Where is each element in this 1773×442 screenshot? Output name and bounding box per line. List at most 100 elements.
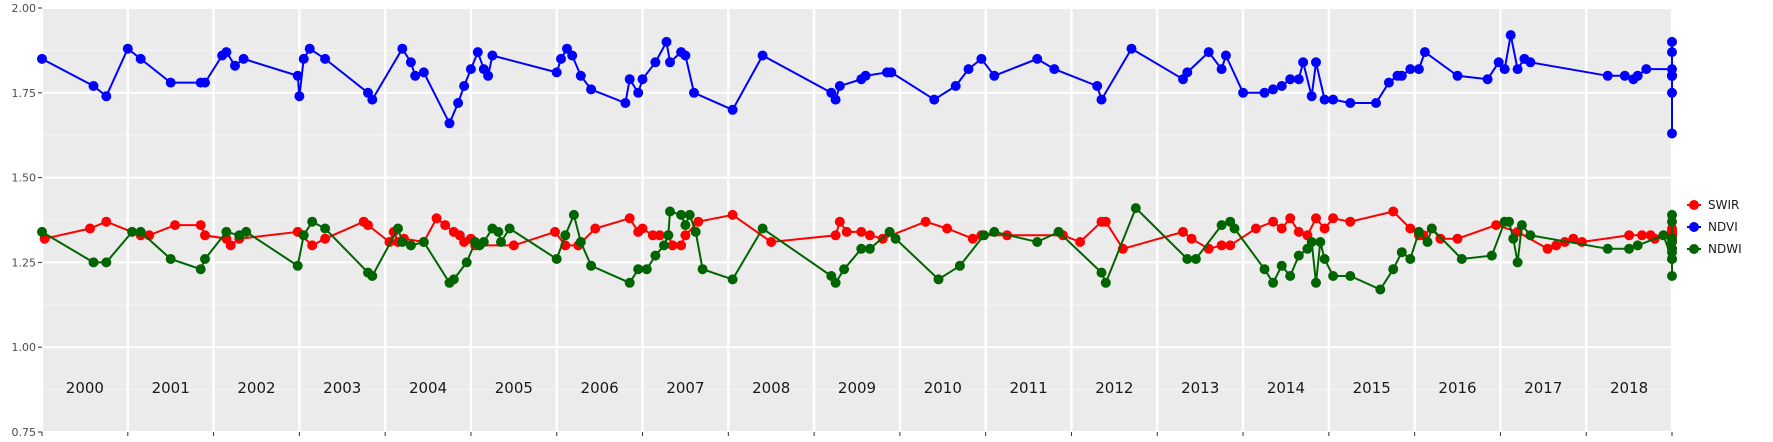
data-point-ndwi: [1130, 203, 1141, 214]
data-point-ndvi: [304, 43, 315, 54]
data-point-ndwi: [478, 237, 489, 247]
data-point-swir: [225, 240, 236, 251]
data-point-ndwi: [663, 230, 674, 241]
data-point-ndvi: [487, 50, 498, 61]
data-point-ndvi: [122, 43, 133, 54]
data-point-ndwi: [575, 237, 586, 247]
data-point-ndvi: [483, 70, 494, 81]
data-point-ndwi: [864, 243, 875, 254]
data-point-ndvi: [1419, 47, 1430, 58]
data-point-ndwi: [1229, 223, 1240, 234]
data-point-swir: [1268, 216, 1279, 227]
data-point-ndwi: [1667, 254, 1677, 264]
data-point-ndwi: [1405, 254, 1416, 264]
year-label: 2015: [1353, 379, 1391, 397]
legend: SWIR NDVI NDWI: [1687, 198, 1742, 256]
year-label: 2002: [237, 379, 275, 397]
data-point-ndvi: [37, 53, 47, 64]
data-point-ndwi: [37, 226, 47, 237]
data-point-ndvi: [650, 57, 661, 68]
data-point-ndwi: [1293, 250, 1304, 261]
data-point-ndvi: [238, 53, 249, 64]
data-point-ndwi: [461, 257, 472, 268]
y-tick-label: 0.75: [12, 426, 37, 439]
data-point-ndvi: [298, 53, 309, 64]
data-point-ndvi: [472, 47, 483, 58]
data-point-swir: [654, 230, 665, 241]
data-point-swir: [1542, 243, 1553, 254]
data-point-ndvi: [624, 74, 635, 85]
data-point-ndwi: [989, 226, 1000, 237]
data-point-ndwi: [1624, 243, 1635, 254]
data-point-ndwi: [757, 223, 768, 234]
data-point-ndwi: [1276, 260, 1287, 271]
data-point-ndwi: [1259, 264, 1270, 275]
data-point-ndwi: [665, 206, 675, 217]
data-point-ndvi: [1667, 47, 1677, 58]
y-tick-label: 1.75: [12, 87, 37, 100]
year-label: 2018: [1610, 379, 1648, 397]
data-point-swir: [1250, 223, 1261, 234]
data-point-ndvi: [1499, 64, 1510, 75]
data-point-swir: [320, 233, 331, 244]
data-point-swir: [864, 230, 875, 241]
data-point-ndwi: [551, 254, 562, 264]
year-label: 2010: [924, 379, 962, 397]
data-point-ndwi: [418, 237, 429, 247]
data-point-ndvi: [830, 94, 841, 105]
data-point-swir: [920, 216, 931, 227]
data-point-swir: [170, 220, 180, 231]
data-point-ndvi: [586, 84, 597, 95]
data-point-swir: [85, 223, 95, 234]
year-label: 2005: [495, 379, 533, 397]
data-point-ndwi: [1315, 237, 1326, 247]
data-point-swir: [363, 220, 373, 231]
data-point-ndwi: [1345, 271, 1356, 281]
data-point-ndwi: [1667, 271, 1677, 281]
year-label: 2003: [323, 379, 361, 397]
data-point-swir: [676, 240, 687, 251]
data-point-ndvi: [551, 67, 562, 78]
data-point-ndwi: [1508, 233, 1519, 244]
data-point-ndvi: [661, 36, 672, 47]
data-point-ndwi: [195, 264, 206, 275]
year-label: 2009: [838, 379, 876, 397]
data-point-ndvi: [165, 77, 176, 88]
data-point-ndvi: [1602, 70, 1613, 81]
data-point-ndvi: [1238, 87, 1249, 98]
data-point-ndvi: [230, 60, 240, 71]
data-point-swir: [856, 226, 867, 237]
data-point-ndwi: [954, 260, 965, 271]
year-label: 2008: [752, 379, 790, 397]
y-axis: 0.75 1.00 1.25 1.50 1.75 2.00: [12, 2, 42, 439]
data-point-ndwi: [1388, 264, 1399, 275]
data-point-swir: [830, 230, 841, 241]
data-point-ndvi: [1216, 64, 1227, 75]
data-point-ndvi: [834, 81, 845, 91]
year-labels: 2000 2001 2002 2003 2004 2005 2006 2007 2008 2009…: [66, 379, 1648, 397]
data-point-ndwi: [1328, 271, 1339, 281]
data-point-ndvi: [292, 70, 303, 81]
data-point-ndvi: [727, 104, 738, 115]
data-point-ndwi: [680, 220, 691, 231]
data-point-ndwi: [1311, 277, 1321, 288]
data-point-ndvi: [665, 57, 675, 68]
data-point-swir: [1452, 233, 1463, 244]
data-point-ndvi: [200, 77, 210, 88]
data-point-ndvi: [1493, 57, 1504, 68]
data-point-ndvi: [1512, 64, 1523, 75]
data-point-ndvi: [757, 50, 768, 61]
data-point-ndvi: [860, 70, 871, 81]
data-point-ndwi: [1525, 230, 1536, 241]
data-point-ndvi: [562, 43, 572, 54]
data-point-swir: [508, 240, 519, 251]
data-point-ndvi: [989, 70, 1000, 81]
data-point-swir: [637, 223, 648, 234]
data-point-ndwi: [393, 223, 403, 234]
data-point-ndwi: [221, 226, 232, 237]
data-point-ndvi: [575, 70, 586, 81]
data-point-swir: [766, 237, 777, 247]
data-point-swir: [667, 240, 678, 251]
year-label: 2000: [66, 379, 104, 397]
data-point-ndwi: [292, 260, 303, 271]
